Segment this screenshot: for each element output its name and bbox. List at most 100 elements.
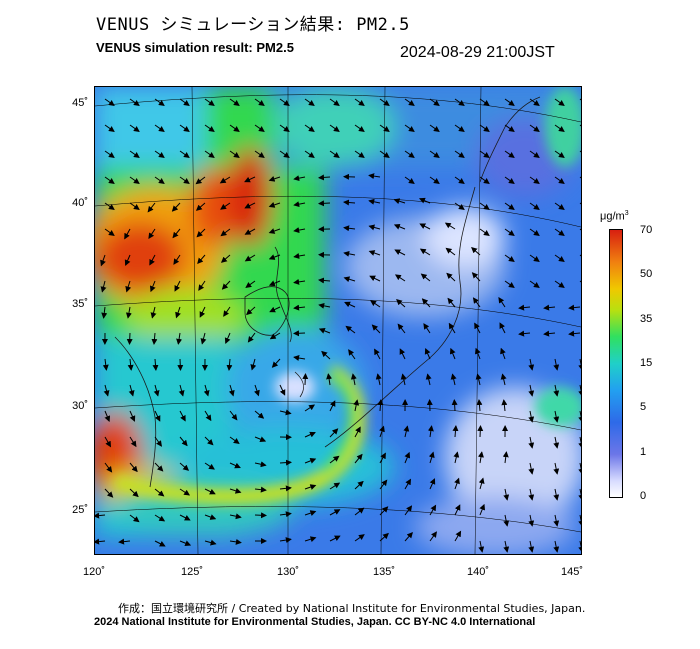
colorbar: [609, 229, 623, 498]
wind-arrow: [427, 425, 434, 438]
wind-arrow: [578, 358, 581, 371]
wind-arrow: [228, 384, 235, 397]
wind-arrow: [393, 223, 406, 230]
wind-arrow: [304, 124, 315, 132]
wind-arrow: [152, 358, 159, 371]
wind-arrow: [197, 254, 206, 265]
wind-arrow: [424, 347, 431, 360]
map-title-japanese: VENUS シミュレーション結果: PM2.5: [96, 15, 410, 35]
wind-arrow: [268, 280, 281, 287]
wind-arrow: [318, 302, 331, 309]
wind-arrow: [229, 462, 241, 469]
wind-arrow: [179, 488, 191, 496]
wind-arrow: [578, 514, 581, 527]
wind-arrow: [229, 410, 238, 421]
wind-arrow: [129, 514, 140, 523]
wind-arrow: [244, 228, 256, 235]
wind-arrow: [445, 247, 456, 256]
wind-arrow: [502, 451, 509, 464]
wind-arrow: [174, 280, 181, 292]
wind-arrow: [179, 124, 190, 132]
wind-arrow: [204, 539, 217, 546]
lon-label-140: 140˚: [466, 566, 490, 578]
wind-arrow: [529, 228, 540, 236]
wind-arrow: [543, 330, 556, 337]
wind-arrow: [529, 280, 540, 288]
wind-arrow: [476, 399, 483, 412]
wind-arrow: [429, 176, 440, 184]
wind-arrow: [129, 410, 136, 422]
wind-arrow: [578, 436, 581, 449]
wind-arrow: [368, 198, 381, 205]
pm25-map-canvas: [95, 87, 581, 554]
wind-arrow: [173, 254, 181, 265]
wind-arrow: [198, 280, 206, 291]
wind-arrow: [454, 176, 465, 184]
wind-arrow: [229, 150, 240, 158]
wind-vectors: [95, 98, 581, 553]
wind-arrow: [504, 150, 515, 158]
wind-arrow: [254, 384, 260, 397]
wind-arrow: [503, 540, 510, 553]
wind-arrow: [204, 98, 215, 106]
wind-arrow: [528, 540, 535, 553]
wind-arrow: [318, 277, 331, 284]
lon-label-135: 135˚: [372, 566, 396, 578]
wind-arrow: [268, 202, 281, 208]
wind-arrow: [451, 399, 458, 412]
wind-arrow: [302, 373, 309, 386]
wind-arrow: [471, 272, 481, 282]
wind-arrow: [204, 410, 212, 422]
wind-arrow: [543, 304, 556, 311]
wind-arrow: [344, 301, 356, 308]
wind-arrow: [354, 426, 361, 438]
wind-arrow: [304, 510, 317, 516]
wind-arrow: [454, 530, 462, 542]
wind-arrow: [127, 358, 134, 371]
wind-arrow: [554, 98, 565, 106]
wind-arrow: [128, 384, 135, 397]
wind-arrow: [479, 98, 490, 106]
colorbar-tick-0: 0: [640, 490, 647, 502]
wind-arrow: [554, 280, 565, 288]
colorbar-tick-50: 50: [640, 268, 653, 280]
wind-arrow: [329, 150, 340, 158]
wind-arrow: [354, 480, 364, 490]
forecast-timestamp: 2024-08-29 21:00JST: [400, 44, 555, 61]
wind-arrow: [293, 278, 306, 285]
wind-arrow: [195, 176, 206, 185]
wind-arrow: [104, 176, 115, 184]
colorbar-tick-15: 15: [640, 357, 653, 369]
wind-arrow: [454, 202, 465, 210]
wind-arrow: [578, 384, 581, 397]
wind-arrow: [379, 452, 386, 464]
wind-arrow: [454, 477, 460, 490]
wind-arrow: [219, 176, 231, 184]
colorbar-tick-70: 70: [640, 224, 653, 236]
wind-arrow: [129, 176, 140, 184]
wind-arrow: [329, 124, 340, 132]
wind-arrow: [450, 373, 457, 386]
wind-arrow: [528, 462, 535, 475]
wind-arrow: [474, 322, 481, 334]
wind-arrow: [454, 150, 465, 158]
wind-arrow: [444, 222, 456, 230]
wind-arrow: [104, 410, 111, 423]
wind-arrow: [179, 540, 192, 547]
wind-arrow: [279, 485, 292, 492]
wind-arrow: [229, 98, 240, 106]
wind-arrow: [279, 98, 290, 106]
wind-arrow: [404, 98, 415, 106]
wind-arrow: [244, 254, 256, 262]
wind-arrow: [553, 462, 560, 475]
wind-arrow: [304, 404, 316, 412]
wind-arrow: [578, 410, 581, 423]
wind-arrow: [220, 228, 231, 237]
wind-arrow: [475, 373, 482, 386]
wind-arrow: [504, 280, 515, 288]
colorbar-tick-5: 5: [640, 401, 647, 413]
wind-arrow: [379, 532, 389, 542]
lon-label-130: 130˚: [276, 566, 300, 578]
wind-arrow: [104, 436, 112, 448]
wind-arrow: [150, 306, 157, 319]
